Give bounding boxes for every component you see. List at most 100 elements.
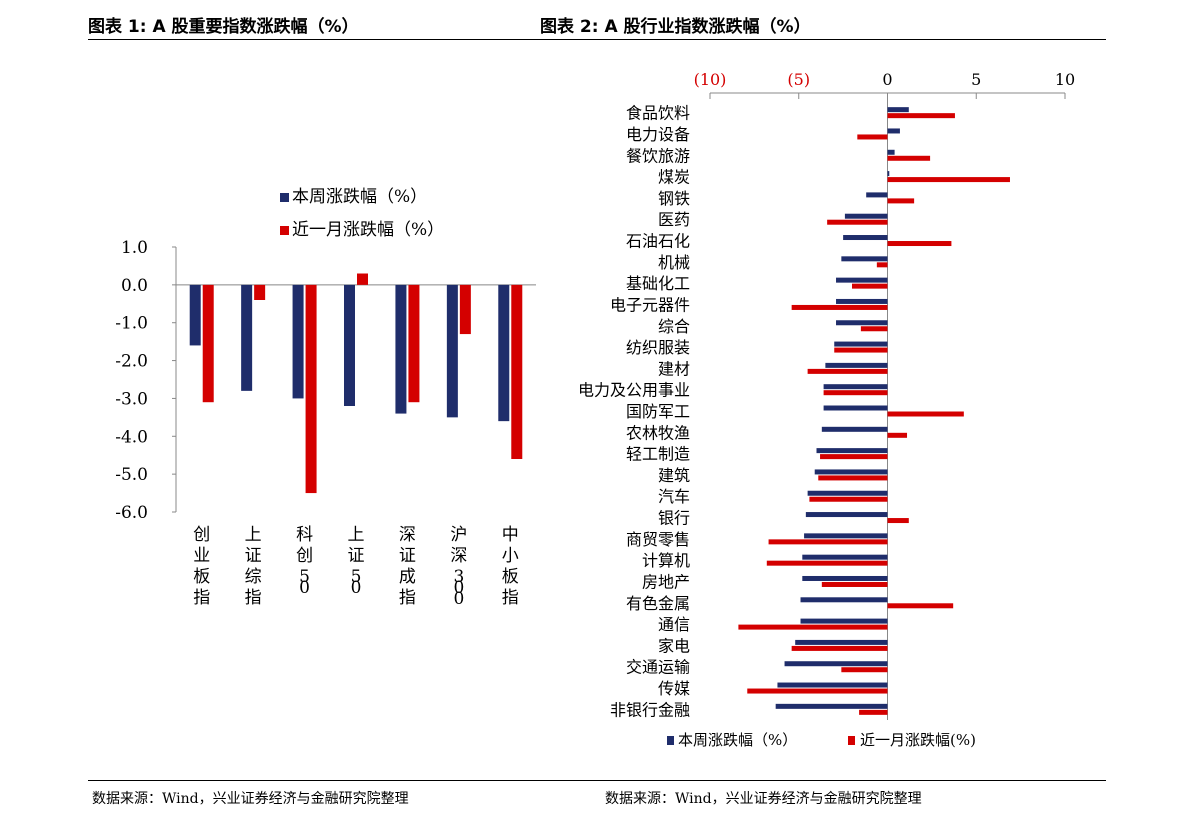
bar-week — [807, 490, 888, 496]
category-label: 电子元器件 — [610, 295, 690, 314]
bar-week — [189, 284, 201, 346]
right-chart-title: 图表 2: A 股行业指数涨跌幅（%） — [540, 17, 811, 37]
category-label: 建材 — [658, 359, 690, 378]
bar-week — [816, 448, 888, 454]
category-label: 交通运输 — [626, 658, 690, 677]
left-source-note: 数据来源：Wind，兴业证券经济与金融研究院整理 — [92, 791, 409, 807]
bar-month — [254, 284, 266, 300]
x-tick-label: 0 — [882, 70, 892, 89]
bar-week — [887, 128, 900, 134]
bar-week — [800, 618, 888, 624]
bar-week — [800, 597, 888, 603]
bar-week — [836, 277, 888, 283]
category-label: 沪深 3 0 0 — [450, 525, 467, 609]
bar-month — [887, 155, 931, 161]
bar-week — [784, 661, 888, 667]
bar-month — [821, 581, 888, 587]
bar-week — [821, 426, 888, 432]
bar-week — [843, 235, 888, 241]
bar-week — [887, 107, 909, 113]
legend-label-week: 本周涨跌幅（%） — [678, 731, 797, 749]
category-label: 通信 — [658, 615, 690, 634]
bar-week — [805, 512, 888, 518]
bar-month — [357, 273, 368, 285]
category-label: 汽车 — [658, 487, 690, 506]
legend-label-week: 本周涨跌幅（%） — [292, 187, 427, 207]
bar-week — [841, 256, 888, 262]
bar-month — [820, 454, 888, 460]
category-label: 综合 — [658, 317, 690, 336]
legend-label-month: 近一月涨跌幅（%） — [292, 220, 444, 240]
category-label: 医药 — [658, 210, 690, 229]
bar-month — [834, 347, 888, 353]
bar-month — [857, 134, 888, 140]
industry-returns-chart: (10) (5) 0 5 10 食品饮料电力设备餐饮旅游煤炭钢铁医药石油石化机械基础化工电… — [578, 70, 1075, 749]
bar-month — [860, 326, 888, 332]
bar-month — [511, 284, 523, 459]
category-label: 电力设备 — [626, 125, 690, 144]
bar-week — [823, 405, 888, 411]
category-label: 计算机 — [642, 551, 690, 570]
bar-month — [766, 560, 888, 566]
legend-swatch-month — [848, 736, 855, 745]
category-label: 国防军工 — [626, 402, 690, 421]
bar-week — [834, 341, 888, 347]
index-returns-chart: 本周涨跌幅（%） 近一月涨跌幅（%） 1.0 0.0 -1.0 -2.0 -3.0 -4.0 -… — [115, 187, 536, 609]
legend-swatch-week — [280, 193, 289, 202]
bar-week — [814, 469, 888, 475]
y-tick-label: 1.0 — [121, 238, 148, 258]
bar-month — [887, 518, 909, 524]
y-tick-label: -4.0 — [115, 427, 148, 447]
category-label: 房地产 — [642, 572, 690, 591]
category-label: 家电 — [658, 636, 690, 655]
bar-week — [775, 703, 888, 709]
legend-swatch-week — [667, 736, 674, 745]
category-label: 煤炭 — [658, 168, 690, 187]
category-label: 钢铁 — [658, 189, 690, 208]
category-label: 轻工制造 — [626, 445, 690, 464]
bar-week — [825, 362, 888, 368]
bar-week — [795, 639, 888, 645]
category-label: 商贸零售 — [626, 530, 690, 549]
category-label: 餐饮旅游 — [626, 146, 690, 165]
bar-month — [408, 284, 420, 403]
bar-week — [802, 575, 888, 581]
category-label: 机械 — [658, 253, 690, 272]
bar-week — [802, 554, 888, 560]
category-label: 有色金属 — [626, 594, 690, 613]
bar-month — [887, 177, 1010, 183]
category-label: 科创 5 0 — [296, 525, 313, 598]
category-label: 基础化工 — [626, 274, 690, 293]
legend-label-month: 近一月涨跌幅(%) — [860, 731, 976, 749]
bar-month — [305, 284, 317, 494]
bar-month — [859, 709, 888, 715]
y-tick-label: -3.0 — [115, 389, 148, 409]
x-tick-label: 5 — [971, 70, 981, 89]
category-label: 创业板指 — [193, 525, 210, 608]
bar-month — [887, 603, 954, 609]
bar-month — [738, 624, 888, 630]
bar-week — [804, 533, 888, 539]
bar-month — [459, 284, 471, 335]
category-label: 建筑 — [658, 466, 690, 485]
bar-month — [202, 284, 214, 403]
category-label: 非银行金融 — [610, 700, 690, 719]
x-tick-label: 10 — [1055, 70, 1075, 89]
bar-week — [836, 320, 888, 326]
bar-week — [887, 149, 895, 155]
bar-week — [344, 284, 355, 406]
bar-month — [823, 390, 888, 396]
category-label: 中小板指 — [502, 525, 519, 608]
left-chart-title: 图表 1: A 股重要指数涨跌幅（%） — [88, 17, 359, 37]
category-label: 石油石化 — [626, 232, 690, 251]
bar-month — [818, 475, 888, 481]
y-tick-label: 0.0 — [121, 276, 148, 296]
bar-month — [887, 241, 952, 247]
y-tick-label: -5.0 — [115, 465, 148, 485]
bar-week — [777, 682, 888, 688]
bar-week — [823, 384, 888, 390]
x-tick-label: (5) — [787, 70, 810, 89]
bar-week — [844, 213, 888, 219]
bar-month — [809, 496, 888, 502]
bar-week — [395, 284, 407, 414]
